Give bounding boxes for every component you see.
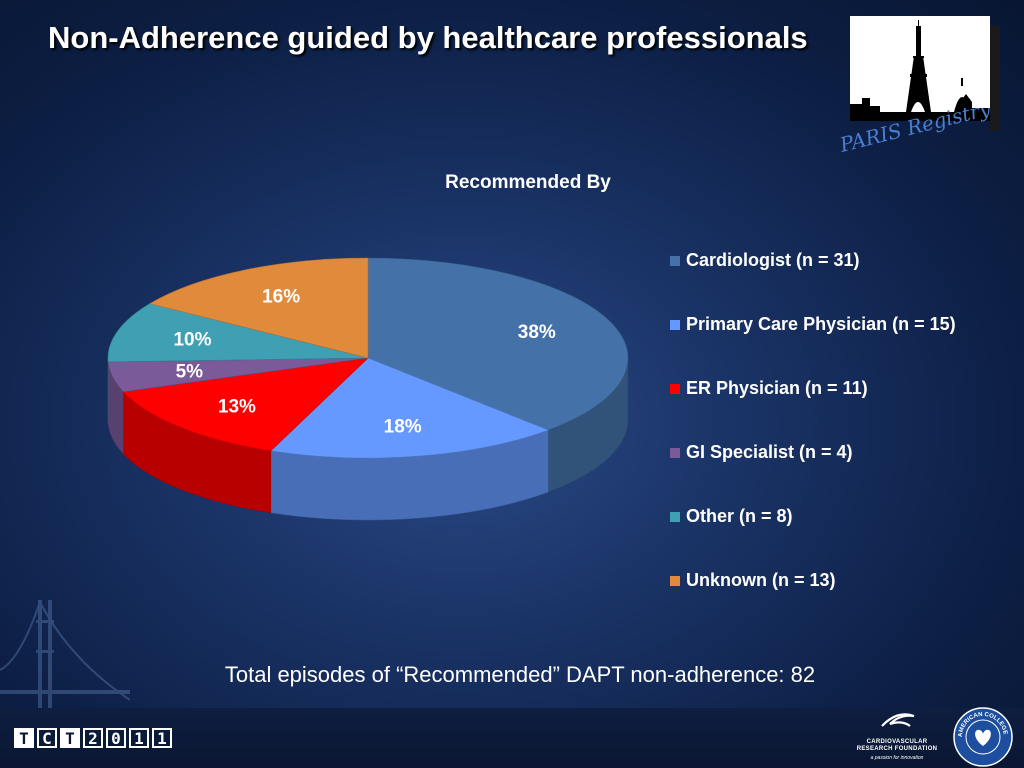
- tct-letter-box: C: [37, 728, 57, 748]
- total-episodes-note: Total episodes of “Recommended” DAPT non…: [224, 662, 816, 687]
- chart-title: Recommended By: [445, 172, 611, 193]
- crf-name-line2: RESEARCH FOUNDATION: [856, 746, 938, 752]
- paris-registry-wordmark: PARIS Registry: [838, 108, 994, 157]
- legend-label: Unknown (n = 13): [686, 570, 836, 590]
- svg-text:PARIS Registry: PARIS Registry: [838, 108, 994, 157]
- legend-label: Primary Care Physician (n = 15): [686, 314, 956, 334]
- pie-slice: [148, 257, 369, 359]
- pie-slice: [367, 257, 629, 431]
- tct-letter-box: 1: [129, 728, 149, 748]
- pie-slice: [107, 303, 369, 363]
- acc-seal-logo: AMERICAN COLLEGE of CARDIOLOGY: [952, 706, 1013, 767]
- crf-swirl-icon: [881, 713, 915, 727]
- legend-swatch: [670, 255, 680, 266]
- crf-name-line1: CARDIOVASCULAR: [866, 739, 928, 745]
- pie-slice-label: 5%: [176, 361, 204, 382]
- legend-label: Other (n = 8): [686, 506, 793, 526]
- pie-slice-label: 18%: [384, 417, 422, 438]
- crf-tagline: a passion for innovation: [870, 755, 924, 761]
- legend-label: Cardiologist (n = 31): [686, 250, 860, 270]
- legend-label: ER Physician (n = 11): [686, 378, 868, 398]
- tct-letter-box: T: [60, 728, 80, 748]
- legend-swatch: [670, 447, 680, 458]
- pie-slice-label: 16%: [262, 287, 300, 308]
- legend-swatch: [670, 319, 680, 330]
- legend-entry: Cardiologist (n = 31): [670, 250, 860, 271]
- pie-slice-label: 38%: [518, 322, 556, 343]
- pie-chart: 38% 18% 13% 5% 10% 16%: [107, 257, 629, 521]
- legend-entry: Unknown (n = 13): [670, 570, 836, 591]
- legend-entry: Primary Care Physician (n = 15): [670, 314, 956, 335]
- pie-slice: [270, 357, 550, 459]
- tct-letter-box: T: [14, 728, 34, 748]
- tct-letter-box: 0: [106, 728, 126, 748]
- pie-slice-label: 10%: [173, 330, 211, 351]
- legend-entry: GI Specialist (n = 4): [670, 442, 853, 463]
- tct-letter-box: 1: [152, 728, 172, 748]
- slide-title: Non-Adherence guided by healthcare profe…: [48, 20, 808, 55]
- legend-swatch: [670, 511, 680, 522]
- crf-logo: CARDIOVASCULAR RESEARCH FOUNDATION a pas…: [852, 708, 942, 761]
- paris-registry-logo: [850, 16, 1000, 134]
- pie-slice-label: 13%: [218, 397, 256, 418]
- pie-slice: [122, 357, 369, 452]
- legend-entry: ER Physician (n = 11): [670, 378, 868, 399]
- bridge-silhouette: [0, 599, 130, 720]
- tct-letter-box: 2: [83, 728, 103, 748]
- legend-label: GI Specialist (n = 4): [686, 442, 853, 462]
- legend-swatch: [670, 575, 680, 586]
- legend-swatch: [670, 383, 680, 394]
- legend-entry: Other (n = 8): [670, 506, 793, 527]
